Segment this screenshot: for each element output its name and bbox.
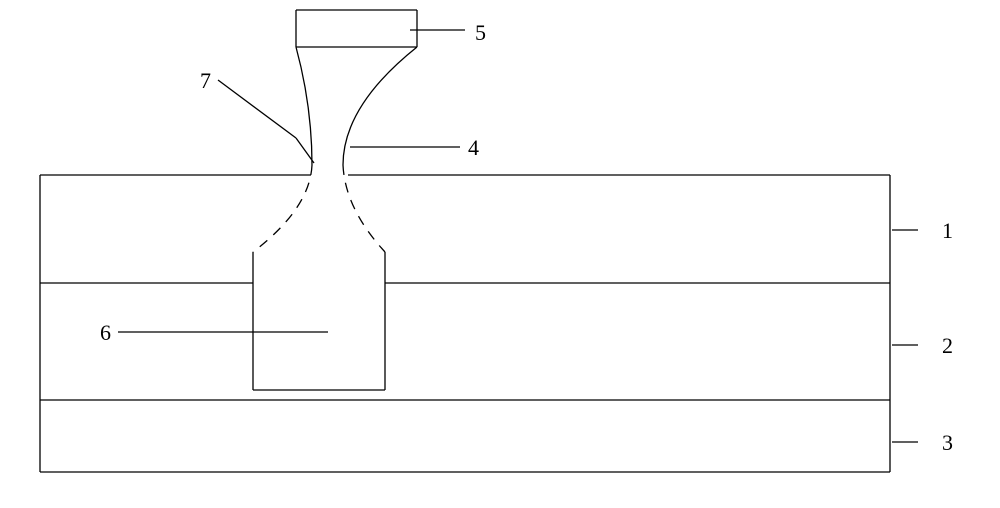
label-6: 6: [100, 320, 111, 346]
label-7: 7: [200, 68, 211, 94]
diagram-container: 1 2 3 4 5 6 7: [0, 0, 1000, 503]
label-2: 2: [942, 333, 953, 359]
label-1: 1: [942, 218, 953, 244]
label-5: 5: [475, 20, 486, 46]
label-4: 4: [468, 135, 479, 161]
diagram-svg: [0, 0, 1000, 503]
label-3: 3: [942, 430, 953, 456]
